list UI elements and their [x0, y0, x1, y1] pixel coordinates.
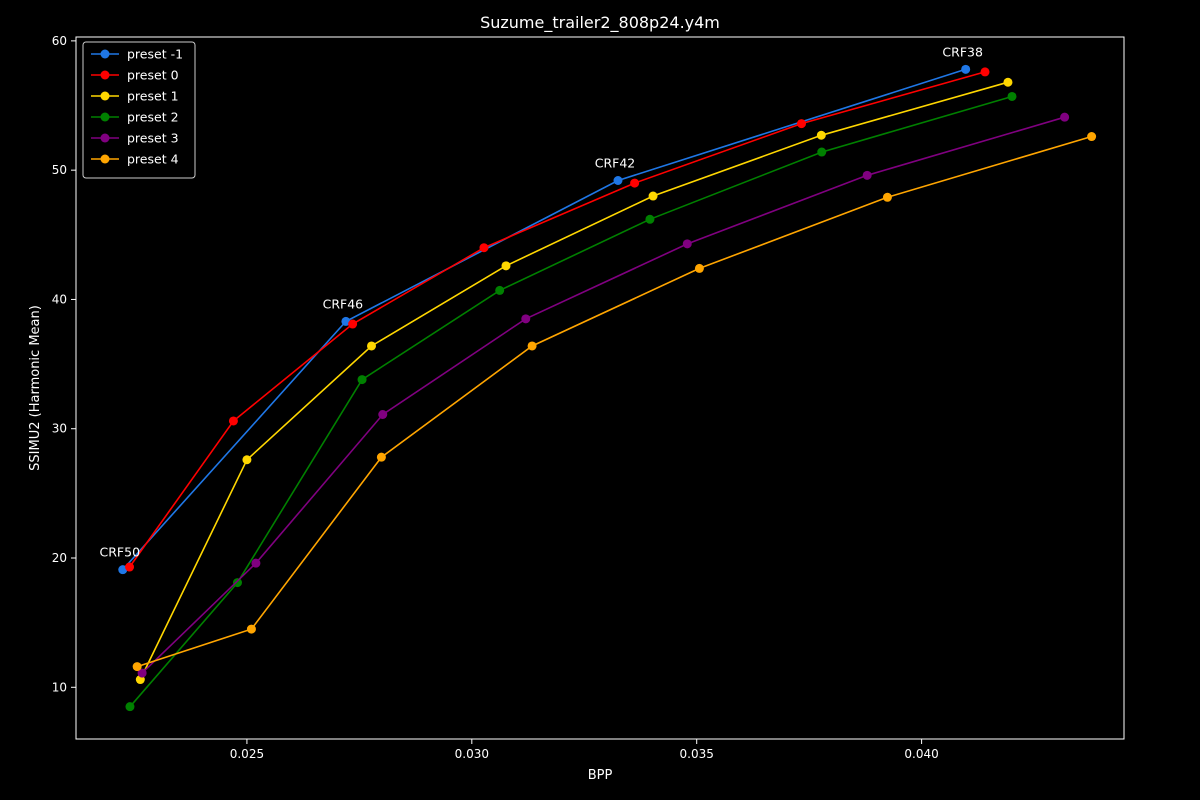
data-point-preset-1 — [118, 565, 128, 575]
crf-annotation: CRF50 — [100, 545, 141, 560]
y-tick-label: 60 — [52, 34, 67, 48]
chart-title: Suzume_trailer2_808p24.y4m — [480, 13, 720, 33]
legend: preset -1 preset 0 preset 1 preset 2 preset … — [82, 41, 196, 179]
data-point-preset-3 — [137, 668, 147, 678]
y-axis-label: SSIMU2 (Harmonic Mean) — [28, 305, 43, 471]
data-point-preset-2 — [495, 285, 505, 295]
data-point-preset-1 — [816, 130, 826, 140]
legend-swatch-marker — [100, 70, 110, 80]
data-point-preset-3 — [521, 314, 531, 324]
y-tick-label: 50 — [52, 163, 67, 177]
data-point-preset-0 — [125, 562, 135, 572]
legend-swatch-marker — [100, 91, 110, 101]
data-point-preset-0 — [348, 319, 358, 329]
x-tick-label: 0.030 — [455, 747, 489, 761]
legend-label: preset 3 — [127, 131, 179, 146]
legend-swatch-marker — [100, 133, 110, 143]
legend-label: preset 4 — [127, 152, 179, 167]
legend-label: preset 1 — [127, 89, 179, 104]
data-point-preset-3 — [251, 558, 261, 568]
plot-area-frame — [75, 36, 1125, 740]
series-layer — [118, 64, 1097, 712]
data-point-preset-0 — [797, 119, 807, 129]
data-point-preset-1 — [1003, 77, 1013, 87]
data-point-preset-2 — [357, 375, 367, 385]
data-point-preset-1 — [242, 455, 252, 465]
data-point-preset-2 — [125, 702, 135, 712]
data-point-preset-1 — [613, 176, 623, 186]
x-tick-label: 0.025 — [230, 747, 264, 761]
legend-label: preset 0 — [127, 68, 179, 83]
data-point-preset-1 — [961, 64, 971, 74]
legend-swatch-marker — [100, 112, 110, 122]
x-axis-label: BPP — [588, 768, 613, 783]
x-axis: 0.025 0.030 0.035 0.040 — [230, 739, 939, 761]
data-point-preset-4 — [376, 452, 386, 462]
data-point-preset-3 — [378, 410, 388, 420]
data-point-preset-1 — [501, 261, 511, 271]
data-point-preset-4 — [246, 624, 256, 634]
crf-annotation: CRF38 — [942, 44, 983, 59]
data-point-preset-2 — [817, 147, 827, 157]
data-point-preset-0 — [479, 243, 489, 253]
y-tick-label: 20 — [52, 551, 67, 565]
data-point-preset-4 — [527, 341, 537, 351]
data-point-preset-2 — [1007, 91, 1017, 101]
data-point-preset-4 — [882, 192, 892, 202]
data-point-preset-0 — [630, 178, 640, 188]
y-tick-label: 40 — [52, 292, 67, 306]
data-point-preset-3 — [682, 239, 692, 249]
legend-label: preset -1 — [127, 47, 183, 62]
annotation-layer: CRF50 CRF46 CRF42 CRF38 — [100, 44, 983, 559]
crf-annotation: CRF42 — [595, 156, 636, 171]
data-point-preset-1 — [341, 316, 351, 326]
data-point-preset-3 — [862, 170, 872, 180]
y-tick-label: 30 — [52, 422, 67, 436]
data-point-preset-2 — [232, 578, 242, 588]
crf-annotation: CRF46 — [323, 296, 364, 311]
y-axis: 10 20 30 40 50 60 — [52, 34, 76, 694]
legend-swatch-marker — [100, 154, 110, 164]
data-point-preset-4 — [1087, 132, 1097, 142]
data-point-preset-0 — [228, 416, 238, 426]
data-point-preset-3 — [1060, 112, 1070, 122]
legend-box — [82, 41, 196, 179]
y-tick-label: 10 — [52, 680, 67, 694]
data-point-preset-0 — [980, 67, 990, 77]
x-tick-label: 0.035 — [680, 747, 714, 761]
data-point-preset-4 — [694, 263, 704, 273]
data-point-preset-1 — [648, 191, 658, 201]
legend-swatch-marker — [100, 49, 110, 59]
data-point-preset-1 — [367, 341, 377, 351]
legend-label: preset 2 — [127, 110, 179, 125]
x-tick-label: 0.040 — [904, 747, 938, 761]
data-point-preset-2 — [645, 214, 655, 224]
data-point-preset-4 — [132, 662, 142, 672]
